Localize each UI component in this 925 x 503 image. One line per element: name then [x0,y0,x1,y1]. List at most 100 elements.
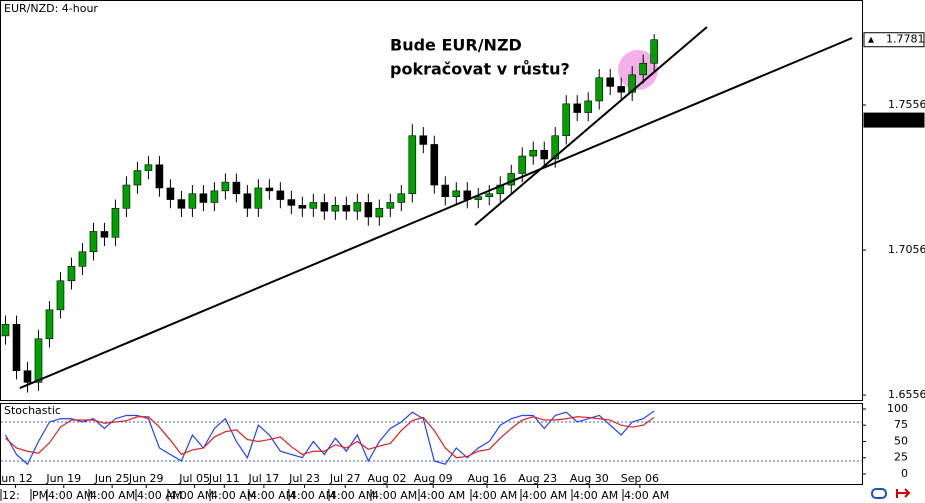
x-tick-label: Jul 23 [288,472,320,485]
candle-body [23,370,32,383]
candle-body [353,202,362,212]
annotation: pokračovat v růstu? [390,60,570,79]
candle-body [573,103,582,113]
candle-body [342,205,351,212]
candle-body [243,193,252,209]
x-tick-label: Jul 27 [329,472,361,485]
candle-body [562,103,571,137]
candle-body [364,202,373,218]
time-label: 4:00 AM [330,489,375,502]
candle-body [122,184,131,209]
price-marker-label: 1.7504 [886,113,925,126]
x-tick-label: Jun 12 [0,472,33,485]
candle-body [1,323,10,337]
x-tick-label: Aug 16 [468,472,507,485]
candle-body [551,135,560,160]
candle-body [375,207,384,218]
time-label: 4:00 AM [624,489,669,502]
candle-body [518,155,527,174]
candle-body [650,39,658,64]
candle-body [199,193,208,203]
y-tick-label: 0 [901,467,908,480]
candle-body [386,202,395,209]
candle-body [606,77,615,87]
x-tick-label: Aug 30 [570,472,609,485]
candle-body [78,251,87,267]
candle-body [540,149,549,160]
x-tick-label: Jul 05 [178,472,210,485]
candle-body [397,193,406,203]
time-label: 4:00 AM [250,489,295,502]
x-tick-label: Aug 23 [518,472,557,485]
price-panel [0,0,863,401]
x-tick-label: Jun 25 [94,472,130,485]
candle-body [628,74,637,93]
candle-body [232,181,241,195]
candle-body [133,170,142,186]
candle-body [177,199,186,209]
candle-body [617,86,626,93]
link-icon[interactable] [871,488,887,499]
candle-body [12,323,21,372]
y-tick-label: 50 [894,434,908,447]
candle-body [452,190,461,197]
time-label: 4:00 AM [573,489,618,502]
candle-body [67,265,76,282]
x-tick-label: Aug 02 [368,472,407,485]
candle-body [639,62,648,76]
candle-body [287,199,296,206]
trendline [19,37,853,390]
candle-body [254,187,263,209]
candle-body [265,187,274,192]
candle-body [221,181,230,192]
candle-body [430,144,439,186]
price-marker [863,32,925,48]
time-label: 4:00 AM [420,489,465,502]
candle-body [155,164,164,189]
stochastic-line [5,416,655,459]
candle-body [298,205,307,209]
candle-body [529,149,538,157]
time-label: 4:00 AM [90,489,135,502]
annotation: Bude EUR/NZD [390,36,522,55]
candle-body [89,231,98,253]
candle-body [56,280,65,311]
candle-body [100,231,109,238]
candle-body [441,184,450,197]
candle-body [144,164,153,171]
candle-body [474,196,483,200]
price-marker-arrow [868,36,874,43]
y-tick-label: 1.7056 [888,243,925,256]
time-label: PM [32,489,48,502]
time-label: 4:00 AM [472,489,517,502]
candle-body [188,193,197,209]
x-tick-label: Aug 09 [414,472,453,485]
candle-body [45,309,54,340]
time-label: 4:00 AM [522,489,567,502]
y-tick-label: 100 [887,402,908,415]
candle-body [166,187,175,200]
candle-body [331,205,340,212]
time-label: 4:00 AM [169,489,214,502]
indicator-label: Stochastic [4,404,61,417]
time-label: 12: [2,489,20,502]
candle-body [320,202,329,212]
candle-body [485,193,494,197]
arrow-icon[interactable] [896,488,911,498]
x-tick-label: Jun 29 [128,472,164,485]
price-marker [863,112,925,128]
y-tick-label: 25 [894,451,908,464]
candle-body [34,338,43,383]
time-label: 4:00 AM [48,489,93,502]
candle-body [419,135,428,145]
stochastic-line [4,410,655,466]
price-marker-label: 1.7781 [886,33,925,46]
y-tick-label: 75 [894,418,908,431]
x-tick-label: Sep 06 [621,472,659,485]
candle-body [111,207,120,238]
candle-body [210,190,219,203]
x-tick-label: Jun 19 [45,472,81,485]
icons [871,488,911,499]
y-tick-label: 1.7556 [888,98,925,111]
